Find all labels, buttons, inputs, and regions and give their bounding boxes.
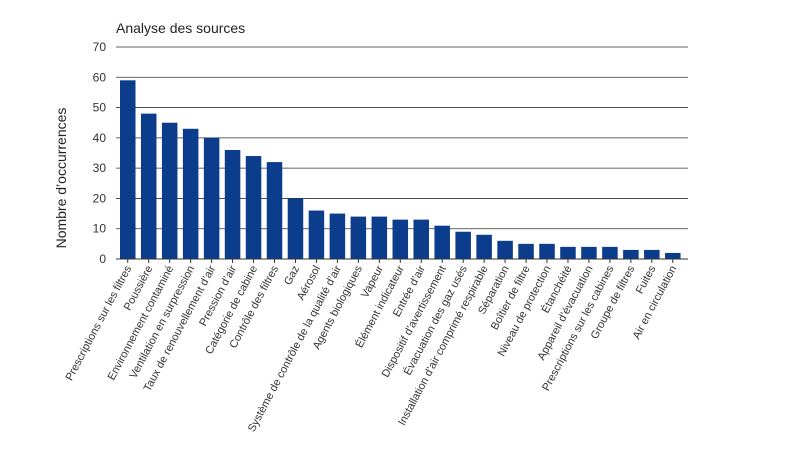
bar	[644, 249, 660, 259]
y-axis-label: Nombre d’occurrences	[53, 108, 69, 249]
bar	[287, 198, 304, 259]
bar	[308, 210, 325, 259]
bar	[539, 243, 555, 259]
y-tick-label: 70	[93, 40, 107, 54]
bar	[120, 80, 136, 259]
bar	[434, 225, 450, 259]
y-tick-label: 40	[93, 131, 107, 145]
bar	[665, 252, 681, 259]
bar	[371, 216, 388, 259]
chart-title: Analyse des sources	[116, 20, 245, 36]
bar	[476, 234, 492, 259]
bar	[581, 246, 597, 259]
bar	[392, 219, 409, 259]
bar	[245, 156, 262, 259]
bar	[623, 249, 639, 259]
bar	[413, 219, 429, 259]
y-tick-label: 0	[99, 252, 106, 266]
x-axis-ticks: Prescriptions sur les filtresPoussièreEn…	[64, 259, 679, 434]
bar	[182, 128, 199, 259]
bar	[518, 243, 534, 259]
bar	[497, 240, 513, 259]
y-tick-label: 50	[93, 101, 107, 115]
bar	[560, 246, 576, 259]
bar	[455, 231, 471, 259]
y-tick-label: 30	[93, 161, 107, 175]
y-axis-ticks: 0 10 20 30 40 50 60 70	[93, 40, 107, 266]
y-tick-label: 20	[93, 191, 107, 205]
bar	[140, 113, 157, 259]
bar	[329, 213, 346, 259]
bar	[203, 137, 220, 259]
y-tick-label: 10	[93, 222, 107, 236]
bar	[266, 162, 283, 259]
bars	[120, 80, 681, 259]
bar	[224, 149, 241, 259]
x-tick-label: Gaz	[282, 264, 302, 287]
bar	[602, 246, 618, 259]
bar	[161, 122, 178, 259]
y-tick-label: 60	[93, 70, 107, 84]
gridlines	[116, 46, 688, 230]
bar	[350, 216, 367, 259]
